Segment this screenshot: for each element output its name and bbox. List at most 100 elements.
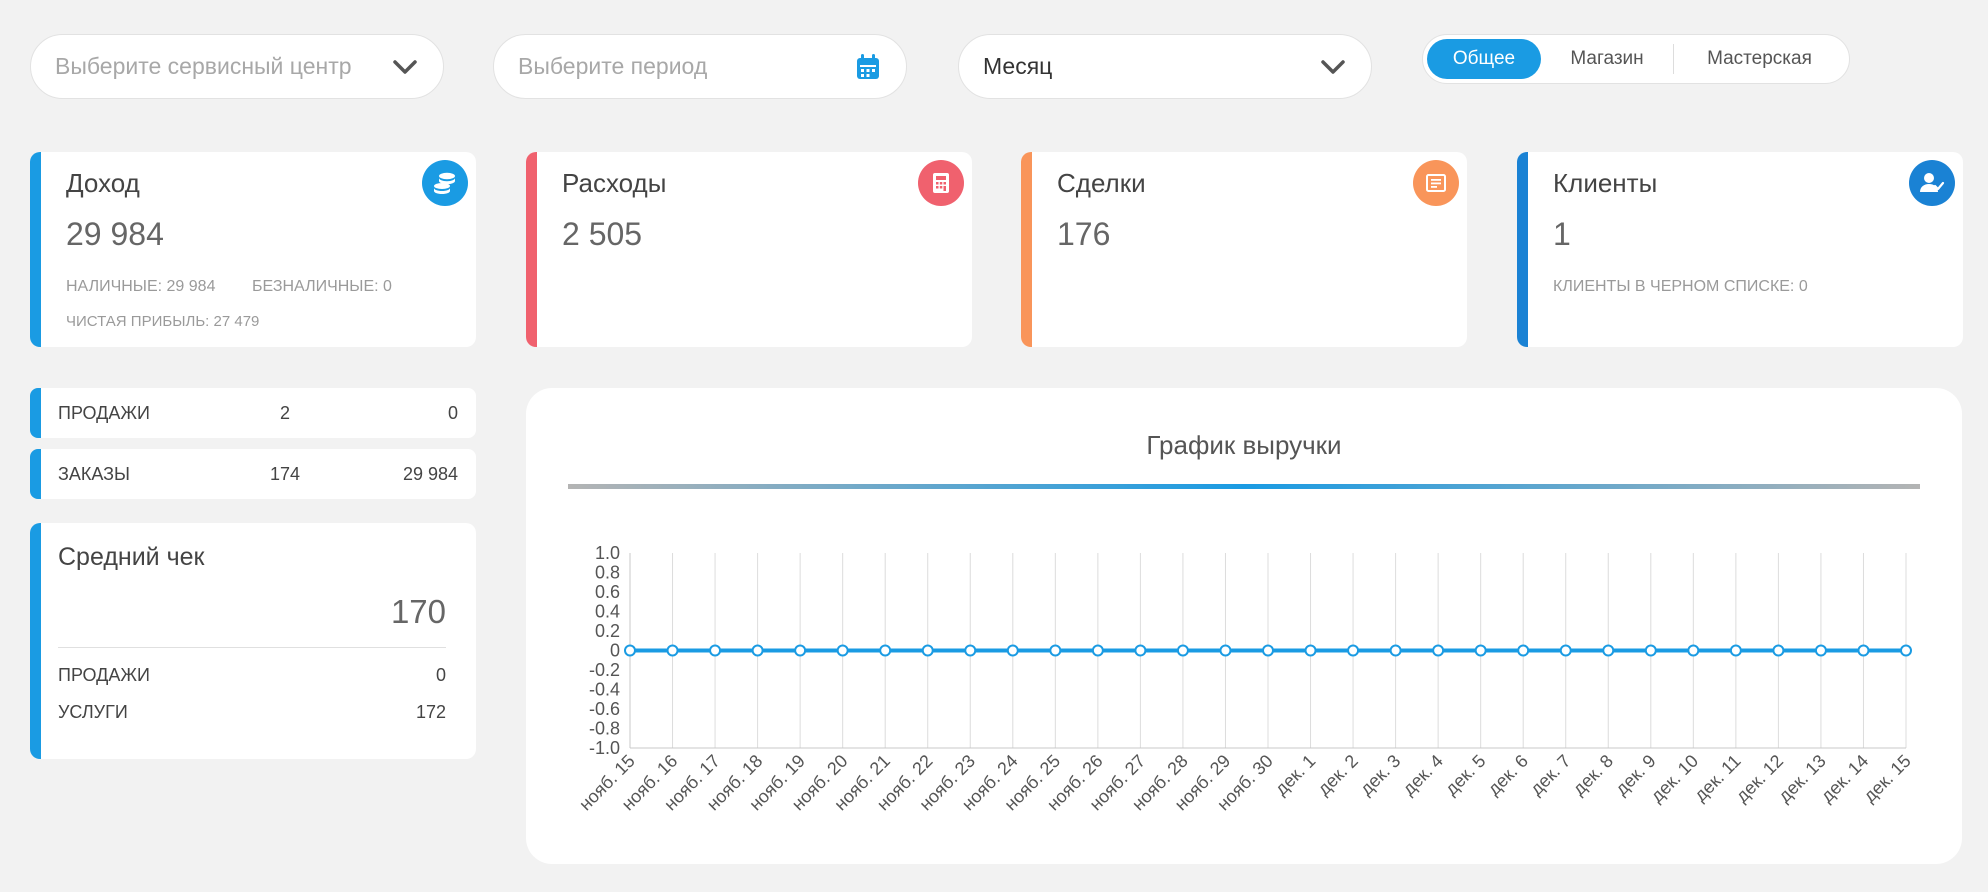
x-tick-label: дек. 1 [1271, 751, 1319, 799]
clients-blacklist: КЛИЕНТЫ В ЧЕРНОМ СПИСКЕ: 0 [1553, 278, 1808, 295]
x-tick-label: дек. 5 [1441, 751, 1489, 799]
data-point [1644, 644, 1657, 657]
deals-card: Сделки 176 [1021, 152, 1467, 347]
tab-general[interactable]: Общее [1427, 39, 1541, 79]
data-point [751, 644, 764, 657]
data-point [1474, 644, 1487, 657]
sales-row: ПРОДАЖИ 2 0 [30, 388, 476, 438]
data-point [836, 644, 849, 657]
income-card: Доход 29 984 НАЛИЧНЫЕ: 29 984 БЕЗНАЛИЧНЫ… [30, 152, 476, 347]
y-tick-label: 1.0 [595, 543, 620, 563]
chart-title-underline [568, 484, 1920, 489]
data-point [1347, 644, 1360, 657]
data-point [624, 644, 636, 657]
card-stripe [1517, 152, 1528, 347]
data-point [709, 644, 722, 657]
income-net-profit: ЧИСТАЯ ПРИБЫЛЬ: 27 479 [66, 313, 260, 330]
x-tick-label: дек. 6 [1484, 751, 1532, 799]
average-services-line: УСЛУГИ 172 [58, 702, 446, 723]
data-point [1729, 644, 1742, 657]
average-services-value: 172 [415, 702, 446, 722]
y-tick-label: -0.4 [589, 680, 620, 700]
average-sales-label: ПРОДАЖИ [58, 665, 150, 685]
data-point [1687, 644, 1700, 657]
x-tick-label: дек. 7 [1526, 751, 1574, 799]
row-stripe [30, 388, 41, 438]
granularity-select[interactable]: Месяц [958, 34, 1372, 99]
x-tick-label: дек. 10 [1647, 751, 1702, 806]
y-tick-label: -0.6 [589, 699, 620, 719]
data-point [1134, 644, 1147, 657]
x-tick-label: дек. 4 [1399, 751, 1447, 799]
data-point [1006, 644, 1019, 657]
deals-value: 176 [1057, 216, 1111, 252]
income-cashless: БЕЗНАЛИЧНЫЕ: 0 [252, 278, 392, 295]
data-point [1900, 644, 1912, 657]
y-tick-label: 0.8 [595, 563, 620, 583]
expenses-card: Расходы 2 505 [526, 152, 972, 347]
clients-title: Клиенты [1553, 168, 1658, 198]
x-tick-label: дек. 2 [1314, 751, 1362, 799]
data-point [1049, 644, 1062, 657]
data-point [1559, 644, 1572, 657]
data-point [921, 644, 934, 657]
calendar-icon[interactable] [854, 53, 882, 81]
y-tick-label: -1.0 [589, 738, 620, 758]
service-center-placeholder: Выберите сервисный центр [55, 53, 352, 79]
chart-title: График выручки [1146, 430, 1342, 460]
period-picker[interactable]: Выберите период [493, 34, 907, 99]
period-placeholder: Выберите период [518, 53, 708, 79]
data-point [1857, 644, 1870, 657]
card-stripe [526, 152, 537, 347]
granularity-value: Месяц [983, 53, 1053, 79]
deals-title: Сделки [1057, 168, 1146, 198]
expenses-title: Расходы [562, 168, 667, 198]
data-point [964, 644, 977, 657]
income-title: Доход [66, 168, 140, 198]
y-tick-label: -0.2 [589, 660, 620, 680]
average-check-card: Средний чек 170 ПРОДАЖИ 0 УСЛУГИ 172 [30, 523, 476, 759]
data-point [1091, 644, 1104, 657]
y-tick-label: 0.4 [595, 602, 620, 622]
orders-label: ЗАКАЗЫ [58, 464, 130, 484]
y-tick-label: 0 [610, 641, 620, 661]
clients-value: 1 [1553, 216, 1571, 252]
data-point [1602, 644, 1615, 657]
tab-workshop[interactable]: Мастерская [1707, 48, 1812, 69]
average-services-label: УСЛУГИ [58, 702, 128, 722]
x-tick-label: дек. 15 [1859, 751, 1914, 806]
x-tick-label: дек. 3 [1356, 751, 1404, 799]
y-tick-label: -0.8 [589, 719, 620, 739]
divider [58, 647, 446, 648]
revenue-chart-panel: График выручки 1.0 0.8 0.6 0.4 0.2 0 -0.2 -0.4-… [526, 388, 1962, 864]
average-sales-line: ПРОДАЖИ 0 [58, 665, 446, 686]
chevron-down-icon [391, 53, 419, 81]
user-check-icon [1909, 160, 1955, 206]
expenses-value: 2 505 [562, 216, 643, 252]
service-center-select[interactable]: Выберите сервисный центр [30, 34, 444, 99]
average-sales-value: 0 [435, 665, 446, 685]
card-stripe [1021, 152, 1032, 347]
x-tick-label: дек. 8 [1569, 751, 1617, 799]
data-point [1389, 644, 1402, 657]
scope-switch: Общее Магазин Мастерская [1422, 34, 1850, 84]
y-tick-label: 0.2 [595, 621, 620, 641]
sales-label: ПРОДАЖИ [58, 403, 150, 423]
data-point [1772, 644, 1785, 657]
card-stripe [30, 152, 41, 347]
average-check-title: Средний чек [58, 543, 205, 571]
tab-shop[interactable]: Магазин [1570, 48, 1644, 69]
y-tick-label: 0.6 [595, 582, 620, 602]
sales-count: 2 [279, 403, 290, 423]
clients-card: Клиенты 1 КЛИЕНТЫ В ЧЕРНОМ СПИСКЕ: 0 [1517, 152, 1963, 347]
data-point [1219, 644, 1232, 657]
income-cash: НАЛИЧНЫЕ: 29 984 [66, 278, 216, 295]
data-point [794, 644, 807, 657]
sales-amount: 0 [447, 403, 458, 423]
data-point [879, 644, 892, 657]
data-point [1814, 644, 1827, 657]
data-point [1304, 644, 1317, 657]
data-point [666, 644, 679, 657]
orders-count: 174 [269, 464, 301, 484]
chevron-down-icon [1319, 53, 1347, 81]
